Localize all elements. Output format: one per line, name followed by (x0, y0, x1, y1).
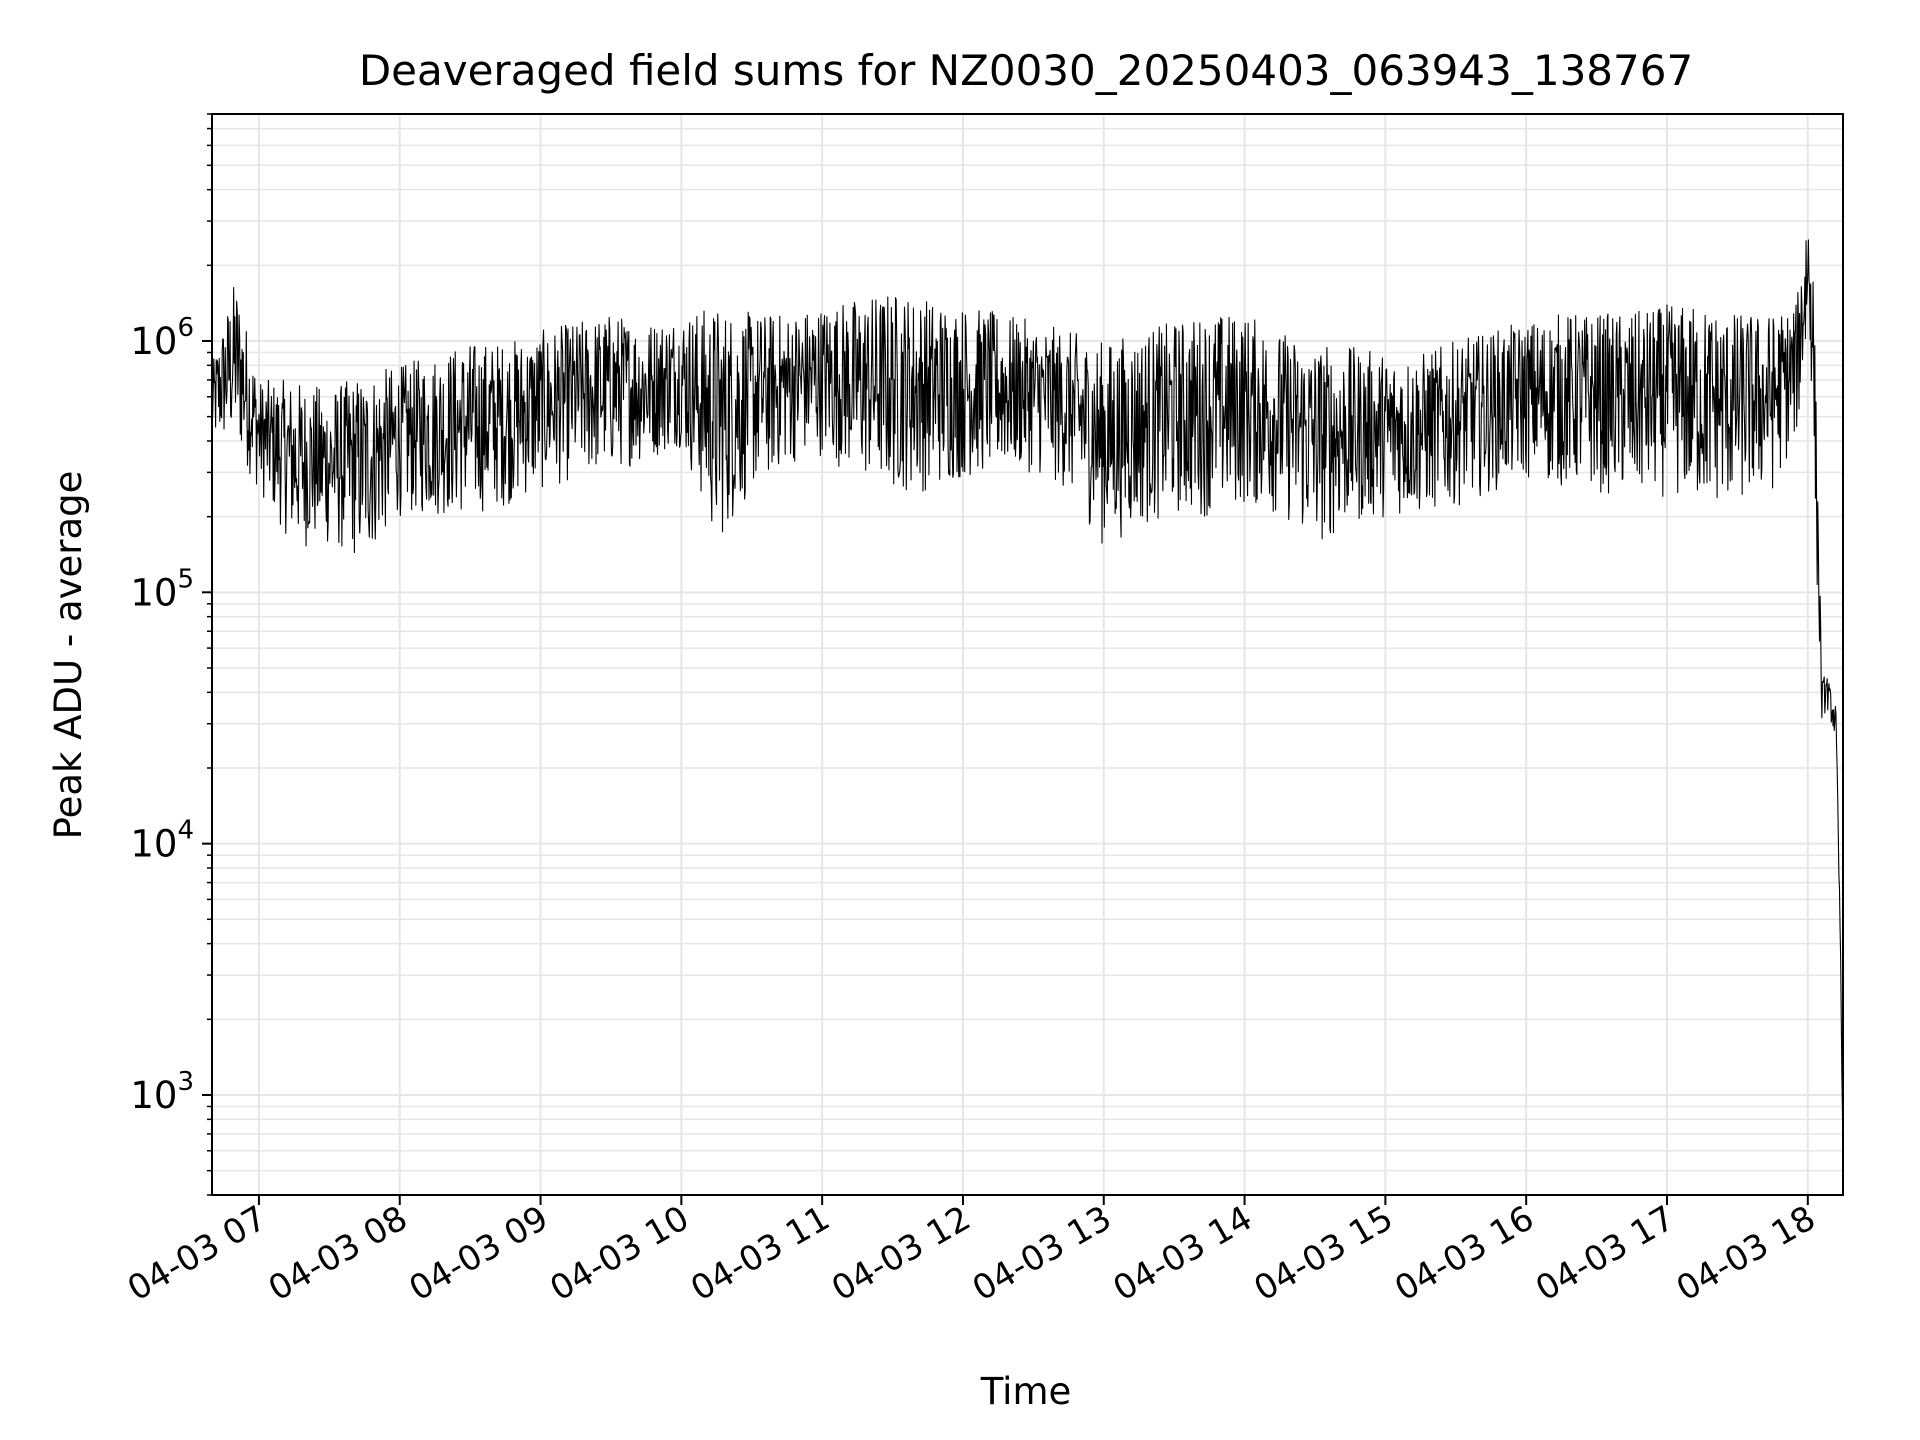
y-tick-label-exponent: 6 (177, 313, 194, 343)
chart-title: Deaveraged field sums for NZ0030_2025040… (359, 46, 1693, 95)
y-tick-label: 104 (130, 816, 194, 866)
data-layer (211, 239, 1844, 1171)
y-tick-label-exponent: 4 (177, 816, 194, 846)
y-tick-label-base: 10 (130, 320, 177, 363)
y-tick-label-exponent: 3 (177, 1067, 194, 1097)
y-tick-label: 106 (130, 313, 194, 363)
x-axis-label: Time (980, 1370, 1072, 1413)
axis-ticks (202, 113, 1809, 1205)
plot-frame (211, 113, 1844, 1196)
grid-minor (212, 113, 1843, 1196)
y-axis-label: Peak ADU - average (47, 471, 90, 840)
series-line (211, 239, 1844, 1171)
y-tick-label: 105 (130, 564, 194, 614)
grid-major (212, 114, 1843, 1195)
y-tick-label-exponent: 5 (177, 564, 194, 594)
y-tick-label-base: 10 (130, 823, 177, 866)
y-tick-label-base: 10 (130, 1074, 177, 1117)
y-tick-label-base: 10 (130, 571, 177, 614)
y-tick-label: 103 (130, 1067, 194, 1117)
